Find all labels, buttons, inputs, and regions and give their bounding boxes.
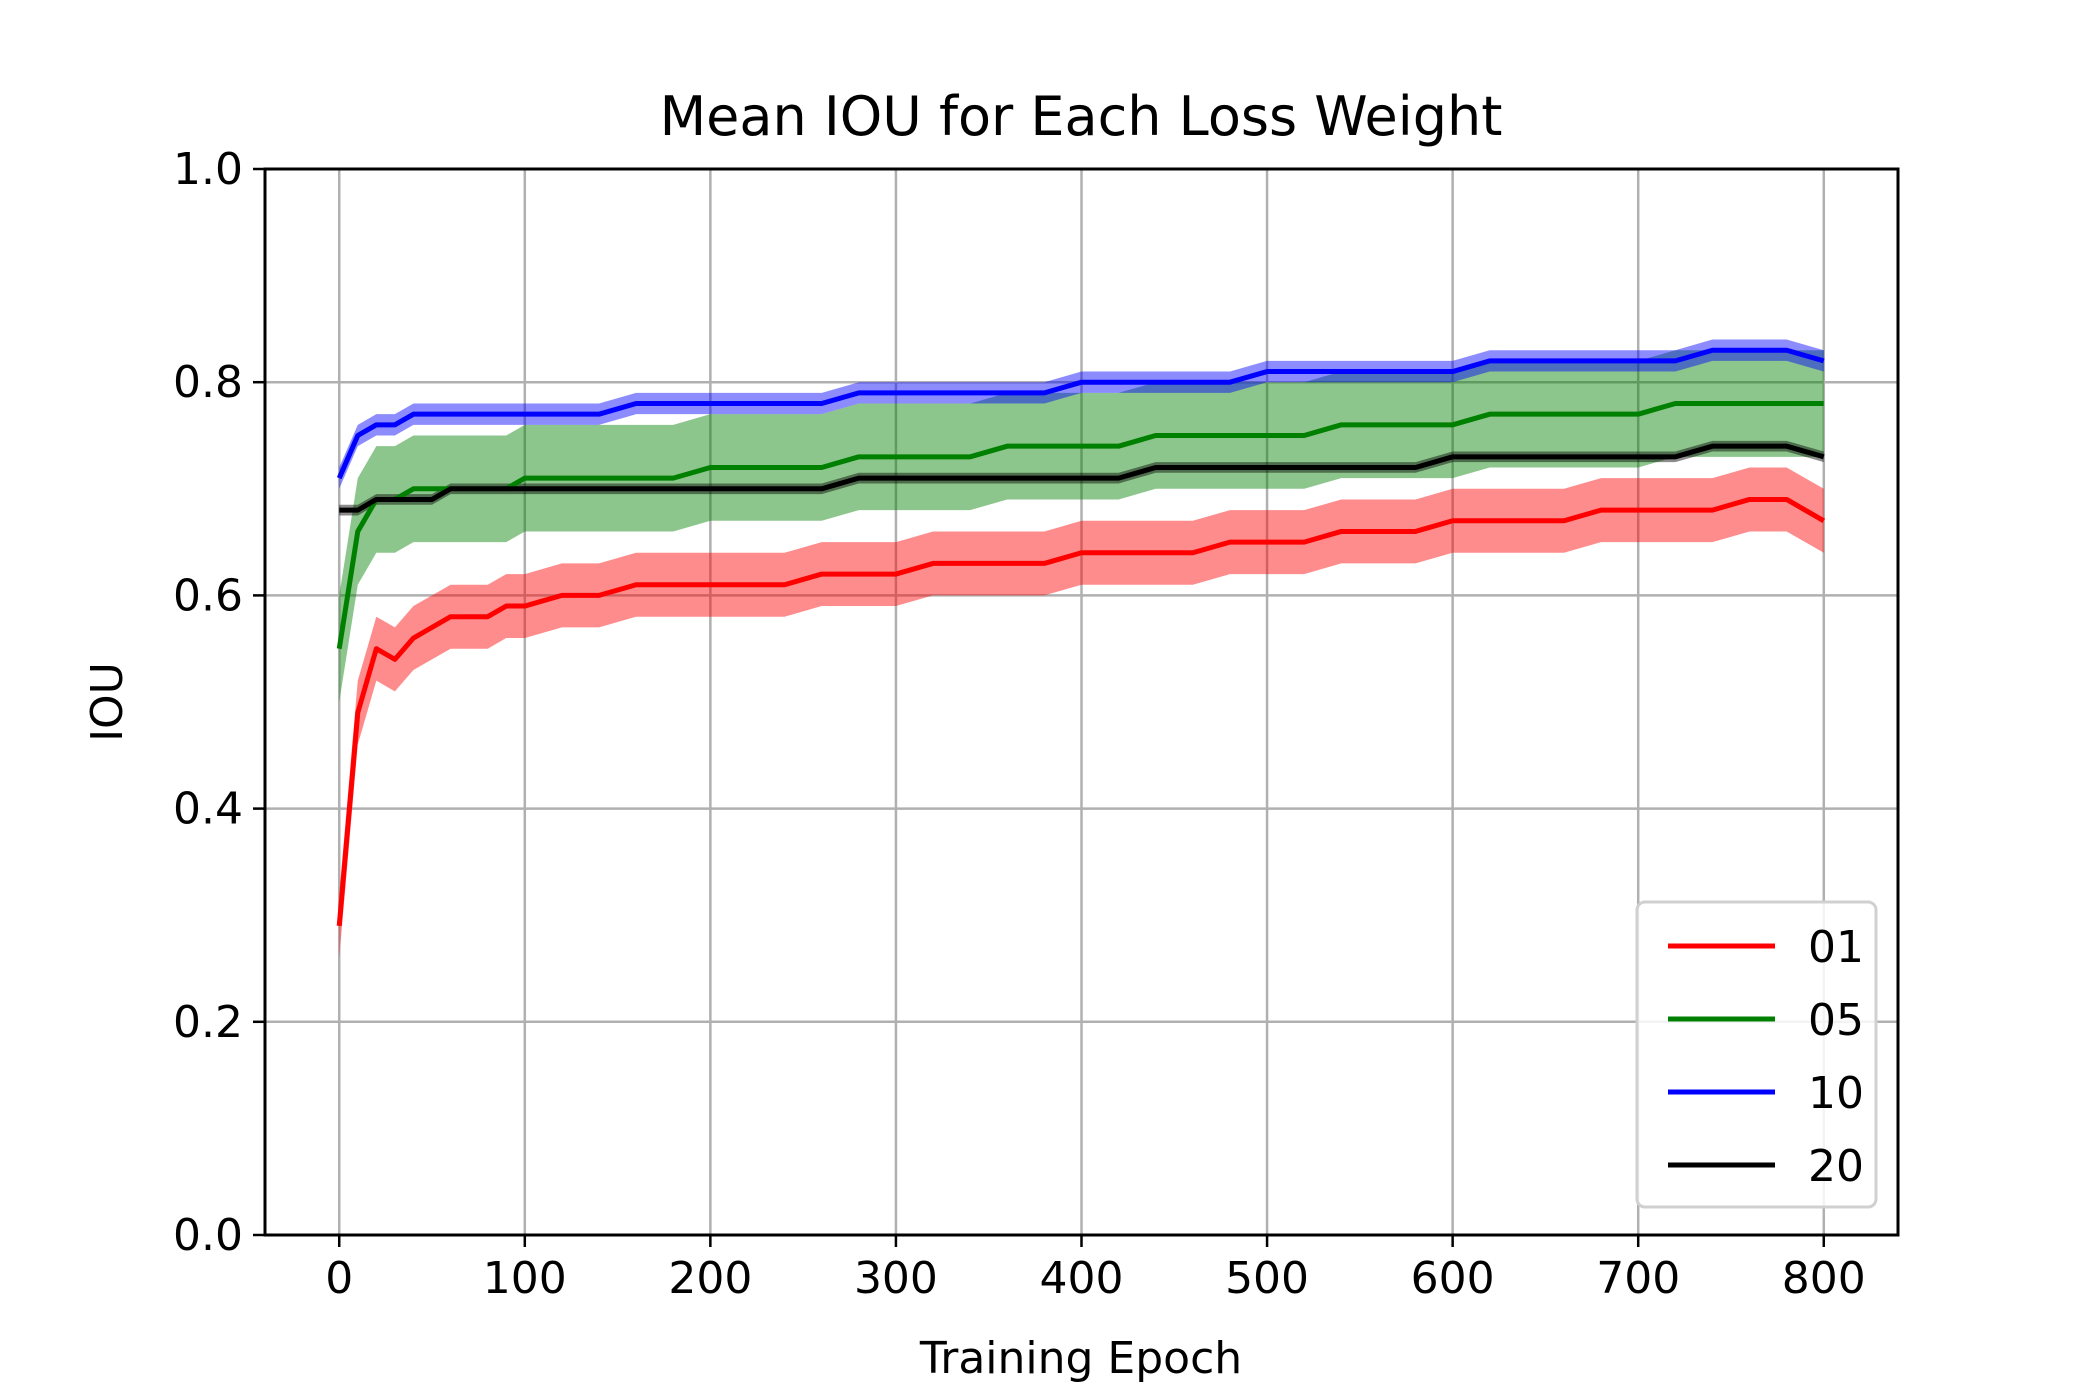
chart-title: Mean IOU for Each Loss Weight	[660, 85, 1503, 148]
y-tick-label: 0.4	[173, 784, 243, 835]
line-series-10	[336, 347, 1825, 480]
y-axis-label: IOU	[82, 662, 133, 742]
x-tick-label: 200	[668, 1253, 752, 1304]
y-tick-label: 0.2	[173, 997, 243, 1048]
y-tick-label: 1.0	[173, 144, 243, 195]
band-series-10	[339, 339, 1824, 489]
legend-label-20: 20	[1808, 1141, 1864, 1192]
legend-box	[1635, 900, 1878, 1209]
legend-label-05: 05	[1808, 995, 1864, 1046]
x-tick-label: 700	[1596, 1253, 1680, 1304]
x-tick-label: 600	[1411, 1253, 1495, 1304]
y-tick-label: 0.0	[173, 1210, 243, 1261]
legend: 01 05 10 20	[1635, 900, 1878, 1209]
series-lines	[336, 347, 1826, 927]
band-series-05	[339, 350, 1824, 702]
band-series-01	[339, 467, 1824, 958]
x-tick-label: 400	[1040, 1253, 1124, 1304]
line-series-01	[336, 496, 1826, 927]
x-tick-label: 800	[1782, 1253, 1866, 1304]
x-axis-ticks: 0 100 200 300 400 500 600 700 800	[325, 1235, 1866, 1304]
x-tick-label: 500	[1225, 1253, 1309, 1304]
y-tick-label: 0.8	[173, 357, 243, 408]
x-tick-label: 100	[483, 1253, 567, 1304]
x-tick-label: 300	[854, 1253, 938, 1304]
x-axis-label: Training Epoch	[919, 1333, 1242, 1384]
x-tick-label: 0	[325, 1253, 353, 1304]
grid-lines	[265, 169, 1898, 1235]
y-axis-ticks: 0.0 0.2 0.4 0.6 0.8 1.0	[173, 144, 265, 1261]
legend-label-10: 10	[1808, 1068, 1864, 1119]
legend-label-01: 01	[1808, 922, 1864, 973]
line-series-20	[339, 443, 1825, 513]
y-tick-label: 0.6	[173, 570, 243, 621]
